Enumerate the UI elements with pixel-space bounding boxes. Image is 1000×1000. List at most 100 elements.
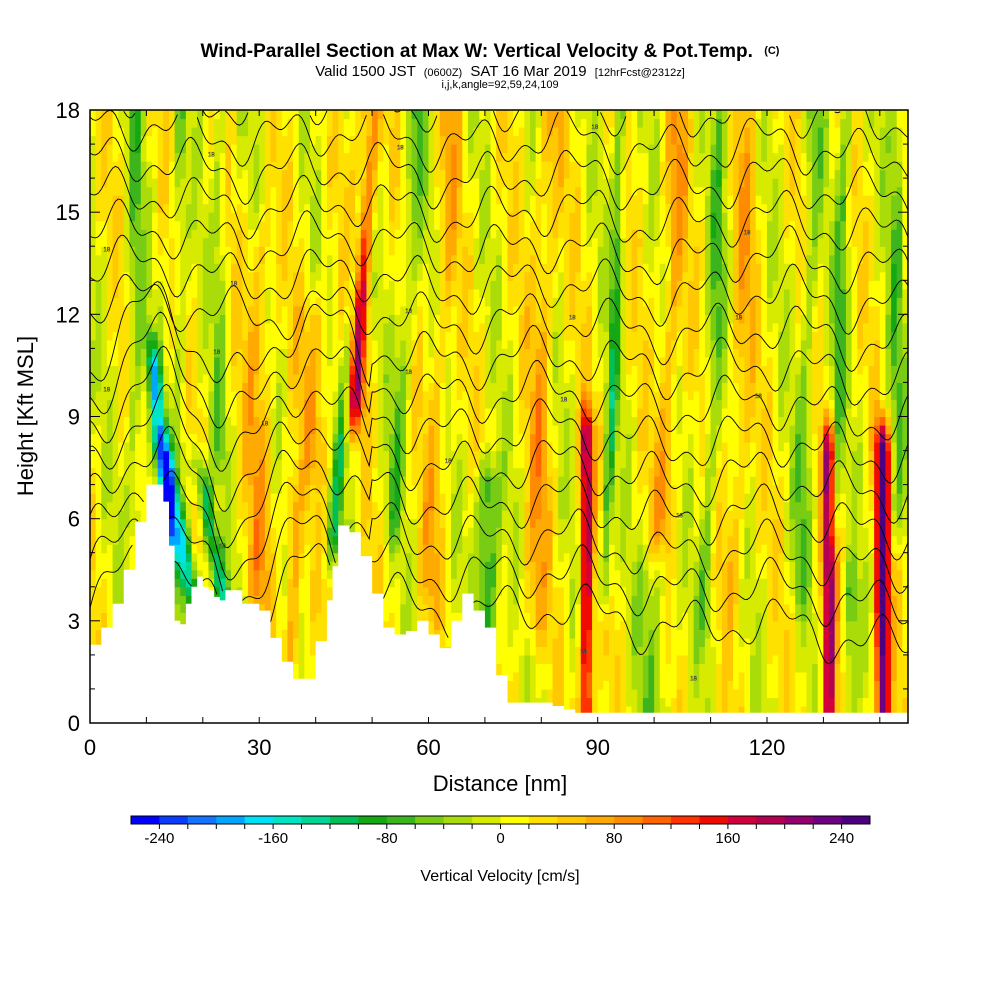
velocity-cell — [439, 331, 447, 341]
velocity-cell — [214, 476, 221, 486]
velocity-cell — [467, 569, 475, 579]
velocity-cell — [400, 178, 407, 188]
velocity-cell — [310, 229, 317, 239]
velocity-cell — [129, 535, 136, 545]
velocity-cell — [451, 535, 458, 545]
velocity-cell — [270, 220, 277, 230]
velocity-cell — [434, 331, 441, 341]
velocity-cell — [123, 229, 131, 239]
velocity-cell — [281, 595, 289, 605]
velocity-cell — [338, 220, 345, 230]
velocity-cell — [383, 305, 390, 315]
velocity-cell — [276, 501, 283, 511]
velocity-cell — [276, 263, 283, 273]
velocity-cell — [394, 399, 401, 409]
velocity-cell — [214, 382, 221, 392]
velocity-cell — [377, 518, 384, 528]
velocity-cell — [259, 118, 266, 128]
velocity-cell — [445, 305, 452, 315]
velocity-cell — [123, 484, 131, 494]
velocity-cell — [214, 450, 221, 460]
velocity-cell — [253, 450, 260, 460]
velocity-cell — [315, 135, 322, 145]
velocity-cell — [445, 288, 452, 298]
velocity-cell — [112, 169, 119, 179]
velocity-cell — [456, 186, 463, 196]
velocity-cell — [180, 203, 187, 213]
velocity-cell — [101, 442, 108, 452]
velocity-cell — [185, 373, 193, 384]
velocity-cell — [304, 544, 311, 554]
velocity-cell — [185, 339, 193, 349]
velocity-cell — [95, 271, 102, 281]
velocity-cell — [315, 203, 322, 213]
velocity-cell — [276, 399, 283, 409]
velocity-cell — [321, 561, 328, 571]
velocity-cell — [338, 399, 345, 409]
velocity-cell — [360, 450, 368, 460]
velocity-cell — [242, 331, 249, 341]
velocity-cell — [236, 322, 243, 332]
velocity-cell — [202, 220, 210, 230]
velocity-cell — [231, 169, 238, 179]
velocity-cell — [253, 135, 260, 145]
velocity-cell — [377, 288, 384, 298]
velocity-cell — [106, 450, 114, 460]
velocity-cell — [270, 544, 277, 554]
velocity-cell — [434, 127, 441, 137]
velocity-cell — [208, 186, 215, 196]
velocity-cell — [168, 127, 176, 137]
velocity-cell — [101, 305, 108, 315]
velocity-cell — [462, 510, 469, 520]
velocity-cell — [197, 203, 204, 213]
velocity-cell — [264, 297, 272, 307]
velocity-cell — [315, 314, 322, 324]
velocity-cell — [360, 229, 368, 239]
velocity-cell — [411, 425, 418, 435]
velocity-cell — [428, 220, 435, 230]
velocity-cell — [247, 390, 255, 401]
velocity-cell — [377, 407, 384, 418]
velocity-cell — [439, 629, 447, 639]
velocity-cell — [135, 246, 142, 256]
velocity-cell — [310, 476, 317, 486]
velocity-cell — [202, 450, 210, 460]
velocity-cell — [366, 518, 373, 528]
velocity-cell — [405, 467, 413, 477]
velocity-cell — [473, 578, 480, 588]
velocity-cell — [293, 646, 300, 656]
velocity-cell — [451, 493, 458, 503]
velocity-cell — [394, 365, 401, 375]
velocity-cell — [112, 314, 119, 324]
velocity-cell — [163, 339, 170, 349]
velocity-cell — [400, 356, 407, 367]
velocity-cell — [321, 476, 328, 486]
velocity-cell — [287, 603, 294, 613]
velocity-cell — [400, 518, 407, 528]
velocity-cell — [95, 339, 102, 349]
velocity-cell — [197, 263, 204, 273]
velocity-cell — [101, 467, 108, 477]
velocity-cell — [343, 297, 351, 307]
velocity-cell — [264, 212, 272, 222]
velocity-cell — [90, 186, 97, 196]
velocity-cell — [135, 263, 142, 273]
velocity-cell — [264, 459, 272, 469]
velocity-cell — [388, 416, 396, 426]
velocity-cell — [90, 450, 97, 460]
velocity-cell — [225, 229, 232, 239]
velocity-cell — [366, 373, 373, 384]
velocity-cell — [388, 476, 396, 486]
velocity-cell — [310, 322, 317, 332]
velocity-cell — [242, 493, 249, 503]
velocity-cell — [180, 561, 187, 571]
velocity-cell — [174, 212, 181, 222]
velocity-cell — [140, 144, 148, 154]
velocity-cell — [439, 229, 447, 239]
velocity-cell — [298, 322, 305, 332]
velocity-cell — [287, 578, 294, 588]
velocity-cell — [287, 484, 294, 494]
velocity-cell — [445, 578, 452, 588]
velocity-cell — [310, 637, 317, 647]
velocity-cell — [383, 161, 390, 171]
